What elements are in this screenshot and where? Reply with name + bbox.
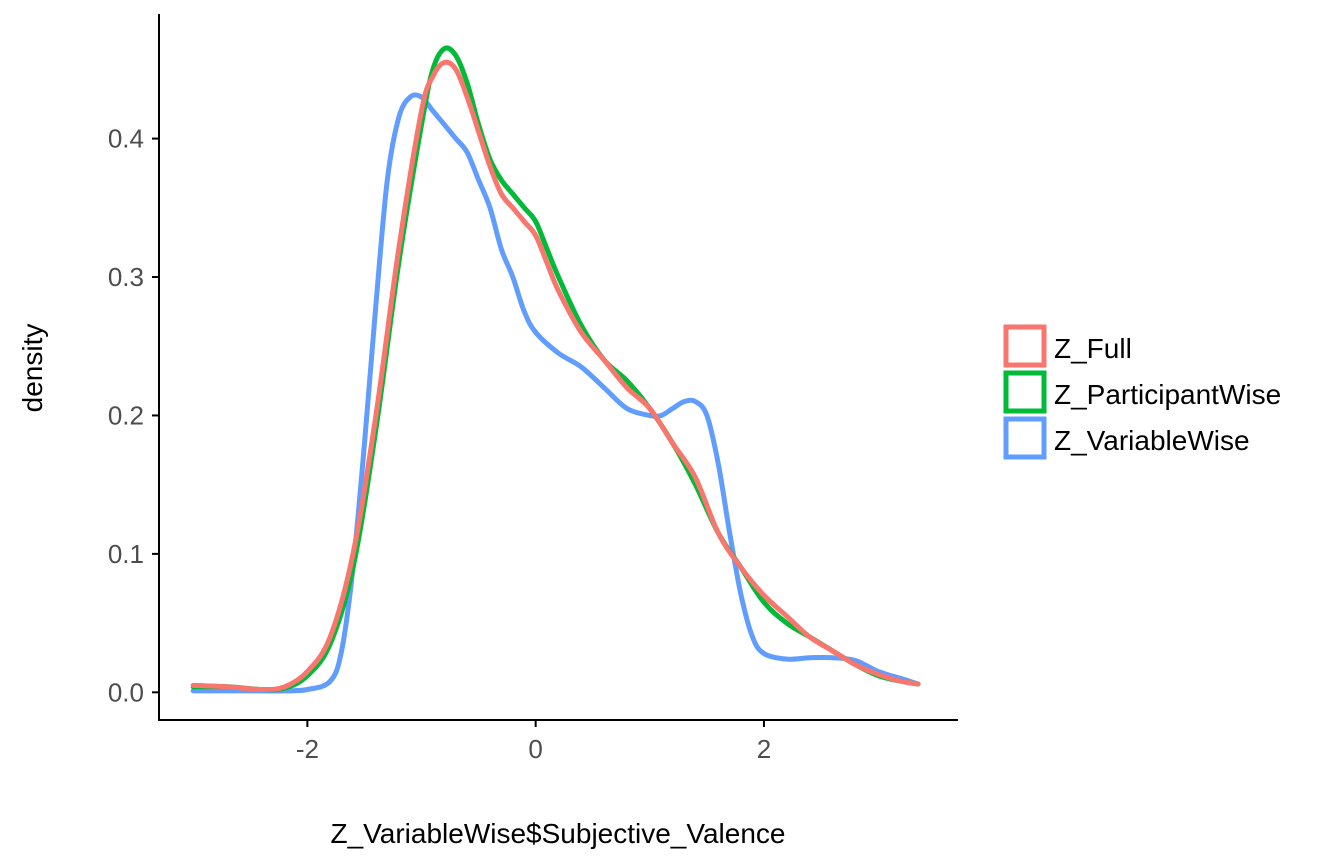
y-tick-label: 0.1 [108, 539, 144, 569]
y-tick-label: 0.4 [108, 124, 144, 154]
y-ticks: 0.0 0.1 0.2 0.3 0.4 [108, 124, 159, 707]
legend-label: Z_ParticipantWise [1054, 379, 1281, 410]
series-line-z-full [190, 59, 921, 693]
y-tick-label: 0.0 [108, 677, 144, 707]
x-ticks: -2 0 2 [296, 720, 771, 764]
legend-key [1003, 370, 1047, 414]
plot-area: 0.0 0.1 0.2 0.3 0.4 -2 0 2 [108, 14, 958, 764]
x-tick-label: 0 [528, 734, 542, 764]
legend-label: Z_Full [1054, 333, 1132, 364]
legend-key [1003, 416, 1047, 460]
legend-label: Z_VariableWise [1054, 425, 1250, 456]
y-tick-label: 0.3 [108, 262, 144, 292]
x-tick-label: 2 [757, 734, 771, 764]
series-line-z-variablewise [190, 92, 921, 694]
x-axis-title: Z_VariableWise$Subjective_Valence [331, 818, 786, 849]
series-line-z-participantwise [190, 45, 921, 693]
series-lines [190, 45, 921, 694]
y-axis-title: density [17, 324, 48, 413]
legend-key [1003, 324, 1047, 368]
legend: Z_Full Z_ParticipantWise Z_VariableWise [1003, 324, 1281, 460]
x-tick-label: -2 [296, 734, 319, 764]
y-tick-label: 0.2 [108, 400, 144, 430]
